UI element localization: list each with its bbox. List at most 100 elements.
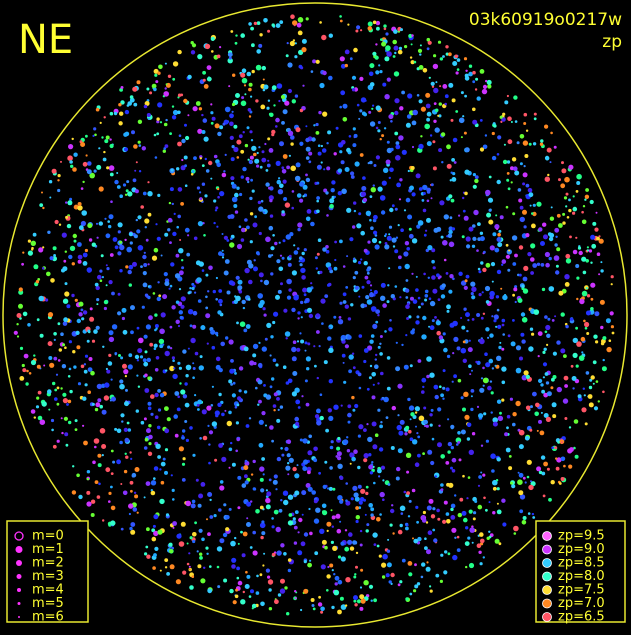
star bbox=[465, 69, 468, 73]
star bbox=[437, 442, 442, 448]
star bbox=[270, 335, 274, 339]
star bbox=[416, 315, 420, 319]
star bbox=[264, 337, 268, 341]
star bbox=[529, 204, 532, 207]
star bbox=[388, 176, 391, 180]
star bbox=[164, 62, 167, 65]
star bbox=[105, 264, 108, 267]
star bbox=[299, 108, 304, 113]
star bbox=[426, 561, 429, 564]
star bbox=[32, 232, 37, 237]
star bbox=[467, 536, 471, 540]
star bbox=[518, 429, 525, 436]
star bbox=[91, 339, 96, 343]
star bbox=[217, 310, 222, 315]
star bbox=[411, 120, 417, 126]
star bbox=[576, 341, 582, 347]
star bbox=[487, 385, 492, 391]
star bbox=[357, 465, 361, 470]
star bbox=[375, 309, 380, 314]
star bbox=[48, 356, 53, 360]
star bbox=[146, 428, 151, 434]
star bbox=[333, 573, 336, 576]
star bbox=[564, 282, 570, 287]
star bbox=[31, 246, 34, 250]
star bbox=[107, 361, 113, 366]
star bbox=[451, 469, 456, 473]
star bbox=[522, 172, 528, 178]
star bbox=[82, 252, 88, 258]
star bbox=[344, 529, 348, 532]
star bbox=[373, 164, 377, 167]
star bbox=[433, 102, 437, 105]
star bbox=[449, 216, 453, 220]
star bbox=[154, 546, 159, 552]
star bbox=[349, 452, 354, 457]
star bbox=[482, 84, 488, 89]
star bbox=[203, 84, 209, 89]
star bbox=[428, 498, 434, 504]
star bbox=[466, 497, 469, 500]
star bbox=[532, 263, 538, 268]
star bbox=[355, 565, 358, 569]
star bbox=[527, 252, 532, 257]
star bbox=[479, 562, 483, 566]
star bbox=[468, 339, 471, 342]
star bbox=[482, 384, 485, 387]
star bbox=[125, 265, 129, 269]
star bbox=[228, 379, 233, 384]
star bbox=[227, 52, 233, 57]
star bbox=[581, 407, 587, 413]
star bbox=[393, 29, 398, 34]
star bbox=[462, 196, 465, 200]
star bbox=[193, 156, 197, 161]
star bbox=[431, 85, 435, 88]
star bbox=[51, 428, 54, 432]
star bbox=[153, 133, 157, 137]
star bbox=[280, 94, 286, 100]
star bbox=[339, 499, 344, 504]
star bbox=[41, 401, 47, 407]
star bbox=[148, 315, 153, 321]
star bbox=[206, 76, 212, 82]
star bbox=[64, 291, 70, 297]
star bbox=[495, 214, 498, 217]
star bbox=[199, 552, 203, 556]
star bbox=[395, 366, 401, 372]
star bbox=[331, 525, 334, 528]
star bbox=[470, 292, 474, 296]
star bbox=[185, 135, 190, 141]
star bbox=[416, 520, 419, 524]
star bbox=[98, 186, 104, 192]
star bbox=[359, 109, 363, 113]
star bbox=[317, 238, 322, 242]
star bbox=[358, 212, 362, 216]
star bbox=[277, 408, 280, 411]
star bbox=[157, 193, 161, 197]
star bbox=[215, 298, 218, 301]
star bbox=[276, 259, 281, 264]
star bbox=[235, 449, 238, 453]
star bbox=[319, 528, 325, 534]
star bbox=[237, 542, 240, 545]
star bbox=[572, 337, 578, 344]
star bbox=[270, 246, 275, 251]
star bbox=[388, 114, 394, 120]
star bbox=[393, 45, 399, 51]
star bbox=[429, 372, 435, 378]
star bbox=[52, 246, 57, 251]
star bbox=[101, 454, 104, 457]
star bbox=[314, 256, 318, 260]
star bbox=[354, 161, 360, 167]
star bbox=[364, 113, 367, 117]
star bbox=[331, 605, 335, 610]
star bbox=[530, 257, 535, 262]
star bbox=[273, 509, 279, 515]
star bbox=[323, 168, 326, 171]
star bbox=[197, 221, 203, 227]
star bbox=[347, 420, 351, 424]
star bbox=[422, 208, 427, 213]
star bbox=[583, 319, 586, 323]
star bbox=[544, 124, 549, 129]
star bbox=[248, 263, 254, 269]
